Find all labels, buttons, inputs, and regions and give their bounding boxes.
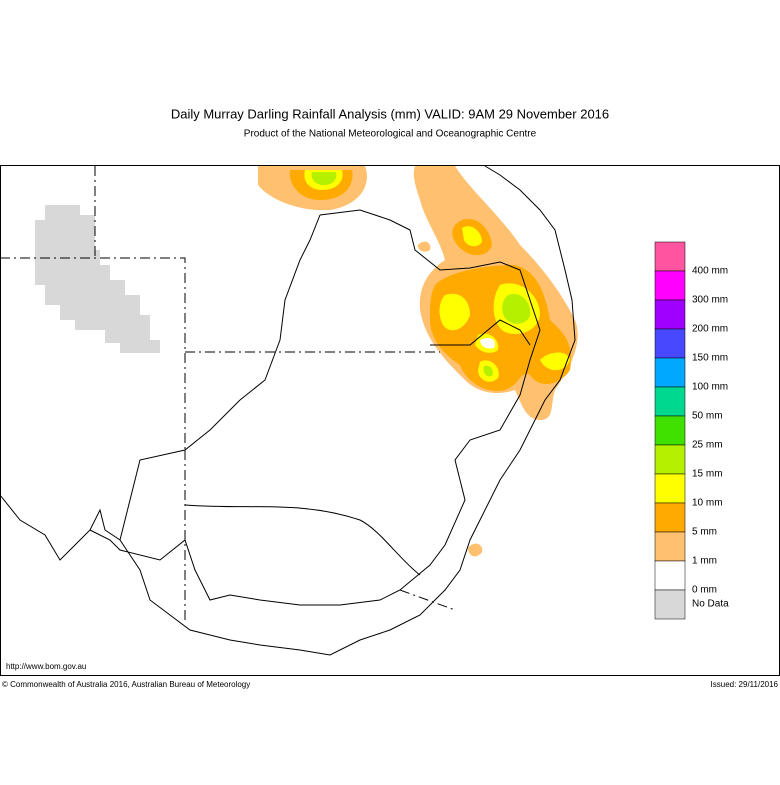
legend-label: 150 mm xyxy=(692,353,728,364)
legend-label: 300 mm xyxy=(692,295,728,306)
title: Daily Murray Darling Rainfall Analysis (… xyxy=(171,106,609,121)
legend-label: No Data xyxy=(692,599,729,610)
rain-area xyxy=(311,172,337,185)
rain-area xyxy=(439,293,470,331)
no-data-region xyxy=(35,205,160,353)
map-frame xyxy=(0,165,780,676)
legend-label: 100 mm xyxy=(692,382,728,393)
legend-label: 10 mm xyxy=(692,498,723,509)
legend-swatch xyxy=(654,473,686,504)
legend-label: 400 mm xyxy=(692,266,728,277)
legend-label: 5 mm xyxy=(692,527,717,538)
legend-swatch xyxy=(654,531,686,562)
rain-area xyxy=(462,226,482,247)
legend-label: 50 mm xyxy=(692,411,723,422)
legend-swatch xyxy=(654,444,686,475)
legend-swatch xyxy=(654,386,686,417)
rain-area xyxy=(540,352,570,371)
legend-swatch xyxy=(654,560,686,591)
rain-area xyxy=(417,241,431,252)
legend-swatch xyxy=(654,241,686,272)
boundaries xyxy=(0,165,576,656)
legend-swatch xyxy=(654,299,686,330)
legend-label: 15 mm xyxy=(692,469,723,480)
legend-label: 0 mm xyxy=(692,585,717,596)
legend-swatch xyxy=(654,589,686,620)
rain-area xyxy=(483,365,493,377)
legend-swatch xyxy=(654,415,686,446)
rain-area xyxy=(502,293,531,324)
map-area xyxy=(0,165,780,676)
copyright: © Commonwealth of Australia 2016, Austra… xyxy=(2,680,250,689)
legend-label: 1 mm xyxy=(692,556,717,567)
legend-label: 200 mm xyxy=(692,324,728,335)
legend: 400 mm 300 mm 200 mm 150 mm 100 mm 50 mm 25 mm… xyxy=(654,241,729,620)
issued-date: Issued: 29/11/2016 xyxy=(711,680,779,689)
legend-swatch xyxy=(654,270,686,301)
subtitle: Product of the National Meteorological a… xyxy=(244,129,537,140)
legend-label: 25 mm xyxy=(692,440,723,451)
rain-area xyxy=(468,543,483,557)
legend-swatch xyxy=(654,502,686,533)
source-url: http://www.bom.gov.au xyxy=(6,662,86,671)
legend-swatch xyxy=(654,357,686,388)
legend-swatch xyxy=(654,328,686,359)
rain-area xyxy=(480,337,496,349)
